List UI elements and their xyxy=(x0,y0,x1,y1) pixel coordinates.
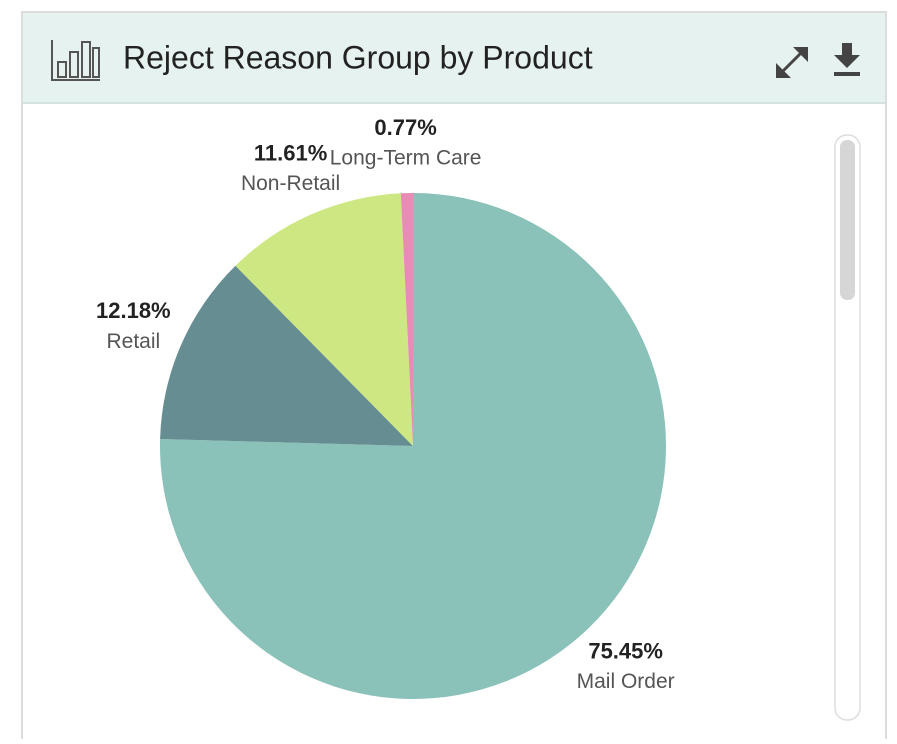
slice-value-label: 11.61% xyxy=(254,140,327,165)
expand-button[interactable] xyxy=(776,47,808,78)
chart-icon xyxy=(51,40,100,81)
slice-value-label: 0.77% xyxy=(374,115,436,140)
pie-slice xyxy=(400,193,413,446)
chart-title: Reject Reason Group by Product xyxy=(123,39,593,75)
download-button[interactable] xyxy=(834,43,860,76)
slice-category-label: Mail Order xyxy=(577,670,675,693)
pie-slice xyxy=(160,265,413,446)
slice-category-label: Retail xyxy=(106,330,160,353)
slice-value-label: 12.18% xyxy=(96,298,171,323)
scrollbar-thumb[interactable] xyxy=(840,140,855,300)
slice-category-label: Long-Term Care xyxy=(330,147,482,170)
slice-category-label: Non-Retail xyxy=(241,172,340,195)
header xyxy=(23,13,885,103)
pie-slice xyxy=(235,193,413,446)
pie-slice xyxy=(160,193,666,700)
slice-value-label: 75.45% xyxy=(588,638,663,663)
